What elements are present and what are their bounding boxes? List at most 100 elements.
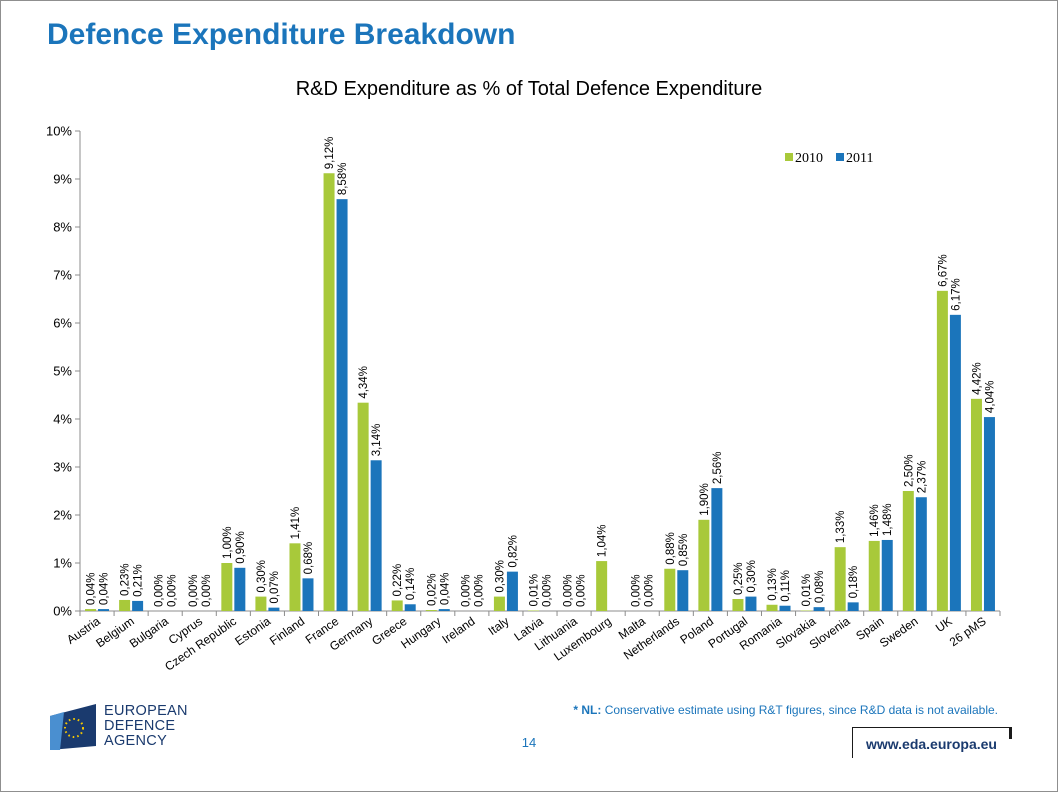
data-label: 1,04%	[597, 524, 609, 557]
bar-2010-hungary	[425, 610, 437, 611]
data-label: 0,00%	[473, 574, 485, 607]
data-label: 1,00%	[222, 526, 234, 559]
x-tick-label: 26 pMS	[947, 614, 989, 649]
bar-2011-italy	[506, 571, 518, 611]
bar-2011-germany	[370, 460, 382, 611]
website-frame-tick	[1009, 727, 1011, 739]
bar-2010-austria	[85, 609, 97, 611]
website-link[interactable]: www.eda.europa.eu	[866, 736, 997, 752]
data-label: 0,23%	[120, 563, 132, 596]
y-tick-label: 4%	[53, 412, 72, 427]
footnote: * NL: Conservative estimate using R&T fi…	[573, 703, 998, 717]
bar-2010-romania	[766, 604, 778, 611]
bar-2010-26-pms	[970, 398, 982, 611]
bar-2011-hungary	[438, 609, 450, 611]
data-label: 1,41%	[290, 507, 302, 540]
bar-2010-germany	[357, 402, 369, 611]
bar-2010-spain	[868, 540, 880, 611]
data-label: 0,30%	[256, 560, 268, 593]
data-label: 0,88%	[665, 532, 677, 565]
chart-title: R&D Expenditure as % of Total Defence Ex…	[295, 78, 763, 100]
data-label: 0,00%	[460, 574, 472, 607]
data-labels: 0,04% 0,04% 0,23% 0,21% 0,00% 0,00% 0,00% 0,00%…	[86, 137, 997, 607]
bar-2010-estonia	[255, 596, 267, 611]
y-tick-label: 10%	[46, 124, 72, 139]
data-label: 2,56%	[712, 452, 724, 485]
bar-2011-finland	[302, 578, 314, 611]
slide-title: Defence Expenditure Breakdown	[47, 18, 516, 51]
data-label: 0,00%	[563, 574, 575, 607]
x-tick-label: Bulgaria	[127, 614, 171, 651]
bar-2010-italy	[493, 596, 505, 611]
data-label: 0,08%	[814, 571, 826, 604]
bar-2011-estonia	[268, 607, 280, 611]
bar-2011-slovakia	[813, 607, 825, 611]
bar-2010-finland	[289, 543, 301, 611]
data-label: 0,21%	[133, 564, 145, 597]
y-tick-label: 2%	[53, 508, 72, 523]
data-label: 0,90%	[235, 531, 247, 564]
bar-2011-romania	[779, 605, 791, 611]
legend-label-2010: 2010	[795, 151, 823, 166]
data-label: 2,50%	[903, 454, 915, 487]
x-tick-label: Italy	[486, 614, 512, 638]
bar-2010-luxembourg	[596, 561, 608, 611]
data-label: 0,13%	[767, 568, 779, 601]
data-label: 4,34%	[358, 366, 370, 399]
y-tick-label: 7%	[53, 268, 72, 283]
data-label: 0,07%	[269, 571, 281, 604]
legend-swatch-2010	[785, 153, 793, 161]
bar-2011-czech-republic	[234, 567, 246, 611]
data-label: 4,04%	[984, 380, 996, 413]
logo-line-3: AGENCY	[104, 733, 168, 749]
data-label: 8,58%	[337, 163, 349, 196]
bar-2010-sweden	[902, 491, 914, 611]
data-label: 0,00%	[201, 574, 213, 607]
y-tick-label: 5%	[53, 364, 72, 379]
data-label: 0,22%	[392, 564, 404, 597]
bar-2011-26-pms	[983, 417, 995, 611]
data-label: 0,85%	[678, 534, 690, 567]
y-tick-label: 0%	[53, 604, 72, 619]
x-tick-label: Sweden	[877, 614, 921, 650]
bar-2011-poland	[711, 488, 723, 611]
x-tick-label: Ireland	[439, 614, 477, 647]
logo-text: EUROPEAN DEFENCE AGENCY	[104, 704, 188, 749]
bar-2010-portugal	[732, 599, 744, 611]
data-label: 6,17%	[950, 278, 962, 311]
bar-2010-france	[323, 173, 335, 612]
footnote-text: Conservative estimate using R&T figures,…	[601, 703, 998, 717]
data-label: 0,18%	[848, 566, 860, 599]
legend: 2010 2011	[785, 151, 873, 166]
bar-2011-austria	[98, 609, 110, 611]
bar-2011-belgium	[132, 600, 144, 611]
legend-swatch-2011	[836, 153, 844, 161]
bar-2011-slovenia	[847, 602, 859, 611]
data-label: 0,00%	[542, 574, 554, 607]
bar-2011-sweden	[915, 497, 927, 611]
bar-2010-czech-republic	[221, 563, 233, 611]
website-frame	[852, 727, 1012, 758]
data-label: 0,01%	[529, 574, 541, 607]
bar-2010-slovenia	[834, 547, 846, 611]
data-label: 1,90%	[699, 483, 711, 516]
y-tick-label: 3%	[53, 460, 72, 475]
data-label: 0,04%	[99, 572, 111, 605]
bars	[85, 173, 995, 612]
data-label: 0,82%	[507, 535, 519, 568]
data-label: 0,00%	[631, 574, 643, 607]
data-label: 0,02%	[426, 573, 438, 606]
data-label: 0,04%	[86, 572, 98, 605]
bar-2011-uk	[949, 314, 961, 611]
bar-2011-france	[336, 199, 348, 611]
y-tick-label: 6%	[53, 316, 72, 331]
bar-2011-greece	[404, 604, 416, 611]
bar-2011-netherlands	[677, 570, 689, 611]
data-label: 0,25%	[733, 562, 745, 595]
data-label: 6,67%	[937, 254, 949, 287]
data-label: 4,42%	[971, 362, 983, 395]
logo-line-2: DEFENCE	[104, 718, 176, 734]
bar-2010-belgium	[119, 599, 131, 611]
